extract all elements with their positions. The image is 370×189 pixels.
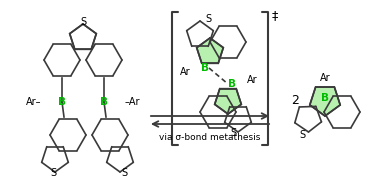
Text: B: B	[201, 63, 209, 73]
Text: B: B	[100, 97, 108, 107]
Text: –Ar: –Ar	[124, 97, 140, 107]
Polygon shape	[215, 89, 241, 114]
Text: B: B	[228, 79, 236, 89]
Text: B: B	[58, 97, 66, 107]
Text: B: B	[321, 93, 329, 103]
Text: Ar: Ar	[247, 75, 257, 85]
Text: 2: 2	[291, 94, 299, 106]
Text: Ar: Ar	[320, 73, 330, 83]
Polygon shape	[197, 38, 223, 63]
Text: S: S	[299, 130, 305, 140]
Text: S: S	[205, 14, 211, 24]
Text: ‡: ‡	[272, 9, 278, 22]
Text: S: S	[230, 128, 236, 138]
Text: via σ-bond metathesis: via σ-bond metathesis	[159, 133, 261, 143]
Text: S: S	[121, 168, 127, 178]
Text: S: S	[50, 168, 56, 178]
Polygon shape	[310, 87, 340, 116]
Text: S: S	[80, 17, 86, 27]
Text: Ar: Ar	[180, 67, 190, 77]
Text: Ar–: Ar–	[26, 97, 42, 107]
